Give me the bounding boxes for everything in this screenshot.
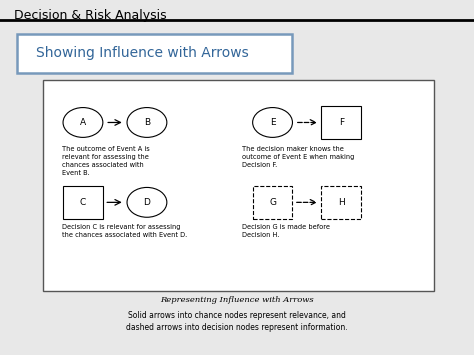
Text: E: E	[270, 118, 275, 127]
FancyBboxPatch shape	[17, 34, 292, 73]
Text: The decision maker knows the
outcome of Event E when making
Decision F.: The decision maker knows the outcome of …	[242, 146, 354, 168]
Circle shape	[63, 108, 103, 137]
Text: G: G	[269, 198, 276, 207]
FancyBboxPatch shape	[321, 106, 361, 139]
Text: B: B	[144, 118, 150, 127]
Text: C: C	[80, 198, 86, 207]
Text: Representing Influence with Arrows: Representing Influence with Arrows	[160, 296, 314, 305]
Text: Showing Influence with Arrows: Showing Influence with Arrows	[36, 45, 248, 60]
Text: A: A	[80, 118, 86, 127]
Text: F: F	[339, 118, 344, 127]
Text: Decision C is relevant for assessing
the chances associated with Event D.: Decision C is relevant for assessing the…	[62, 224, 187, 237]
Circle shape	[253, 108, 292, 137]
Circle shape	[127, 187, 167, 217]
FancyBboxPatch shape	[253, 186, 292, 219]
Text: Decision & Risk Analysis: Decision & Risk Analysis	[14, 9, 167, 22]
FancyBboxPatch shape	[321, 186, 361, 219]
Circle shape	[127, 108, 167, 137]
FancyBboxPatch shape	[63, 186, 103, 219]
Text: Decision G is made before
Decision H.: Decision G is made before Decision H.	[242, 224, 330, 237]
FancyBboxPatch shape	[43, 80, 434, 291]
Text: Solid arrows into chance nodes represent relevance, and
dashed arrows into decis: Solid arrows into chance nodes represent…	[126, 311, 348, 332]
Text: The outcome of Event A is
relevant for assessing the
chances associated with
Eve: The outcome of Event A is relevant for a…	[62, 146, 149, 176]
Text: H: H	[338, 198, 345, 207]
Text: D: D	[144, 198, 150, 207]
